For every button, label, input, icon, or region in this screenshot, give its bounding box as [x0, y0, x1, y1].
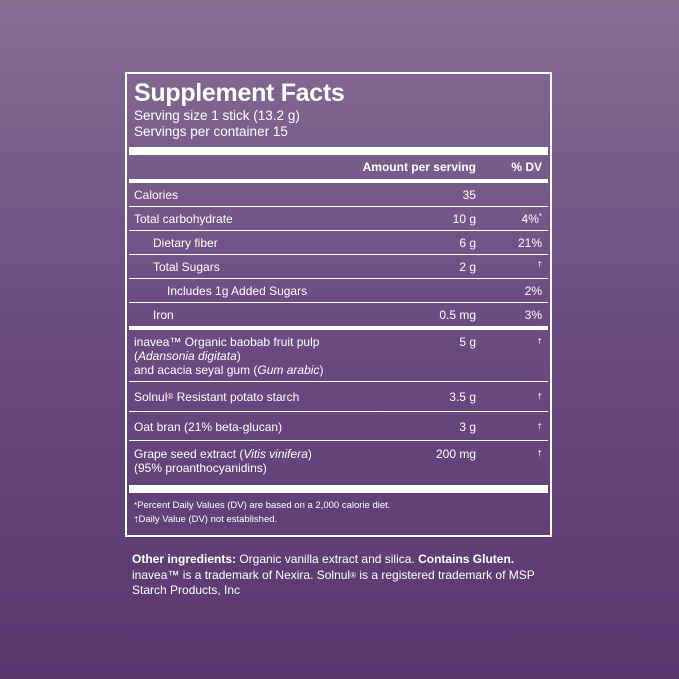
- row-dietary-fiber: Dietary fiber 6 g 21%: [153, 235, 542, 250]
- divider: [129, 254, 548, 255]
- divider: [129, 302, 548, 303]
- gluten-warning: Contains Gluten.: [418, 552, 515, 566]
- row-total-carbohydrate: Total carbohydrate 10 g 4%*: [134, 211, 542, 226]
- row-added-sugars: Includes 1g Added Sugars 2%: [167, 283, 542, 298]
- row-oat-bran: Oat bran (21% beta-glucan) 3 g †: [134, 420, 542, 434]
- other-ingredients-label: Other ingredients:: [132, 552, 237, 566]
- divider: [129, 206, 548, 207]
- footnote-not-established: †Daily Value (DV) not established.: [134, 514, 278, 525]
- divider: [129, 278, 548, 279]
- row-grape-seed: Grape seed extract (Vitis vinifera) (95%…: [134, 447, 542, 475]
- amount-header: Amount per serving: [362, 160, 476, 174]
- other-ingredients: Other ingredients: Organic vanilla extra…: [132, 552, 552, 599]
- thick-divider: [129, 147, 548, 155]
- supplement-facts-panel: Supplement Facts Serving size 1 stick (1…: [125, 72, 552, 537]
- row-baobab: inavea™ Organic baobab fruit pulp (Adans…: [134, 335, 542, 377]
- row-solnul: Solnul® Resistant potato starch 3.5 g †: [134, 390, 542, 404]
- divider: [129, 440, 548, 441]
- medium-divider: [129, 326, 548, 330]
- servings-per-container: Servings per container 15: [134, 124, 288, 139]
- footnotes: *Percent Daily Values (DV) are based on …: [134, 493, 544, 527]
- row-calories: Calories 35: [134, 187, 476, 202]
- column-header: Amount per serving % DV: [134, 155, 544, 179]
- serving-size: Serving size 1 stick (13.2 g): [134, 108, 300, 123]
- divider: [129, 381, 548, 382]
- row-total-sugars: Total Sugars 2 g †: [153, 259, 542, 274]
- divider: [129, 230, 548, 231]
- dv-header: % DV: [511, 160, 542, 174]
- divider: [129, 411, 548, 412]
- thick-divider: [129, 485, 548, 493]
- trademark-notice: inavea™ is a trademark of Nexira. Solnul…: [132, 567, 535, 598]
- panel-title: Supplement Facts: [134, 79, 345, 107]
- row-iron: Iron 0.5 mg 3%: [153, 307, 542, 322]
- medium-divider: [129, 179, 548, 183]
- footnote-dv: *Percent Daily Values (DV) are based on …: [134, 500, 391, 511]
